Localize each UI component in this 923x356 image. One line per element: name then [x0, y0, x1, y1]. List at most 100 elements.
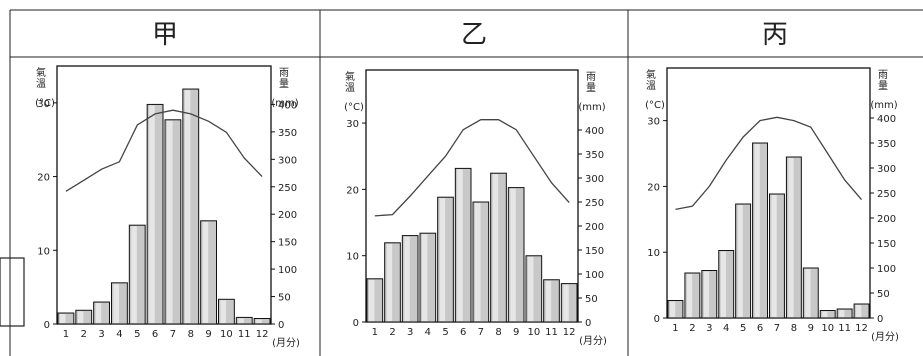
month-label: 12 — [256, 329, 269, 340]
left-axis-title: 氣溫 — [36, 66, 46, 90]
right-axis-title: 雨量 — [586, 72, 596, 94]
month-label: 2 — [389, 327, 395, 338]
precip-bar-highlight — [720, 251, 726, 317]
right-tick-label: 400 — [278, 100, 297, 111]
charts-layer: 0102030050100150200250300350400氣溫(°C)雨量(… — [35, 65, 899, 349]
precip-bar-highlight — [788, 158, 794, 317]
left-tick-label: 30 — [346, 119, 359, 130]
left-axis-unit: (°C) — [344, 102, 364, 113]
month-label: 7 — [774, 323, 780, 334]
chart-2: 0102030050100150200250300350400氣溫(°C)雨量(… — [645, 67, 899, 343]
left-tick-label: 30 — [37, 99, 50, 110]
month-label: 2 — [81, 329, 87, 340]
precip-bar-highlight — [386, 243, 393, 321]
temperature-line — [374, 119, 570, 217]
precip-bar — [836, 308, 853, 319]
precip-bar-highlight — [238, 318, 244, 323]
month-label: 5 — [442, 327, 448, 338]
table-grid — [9, 9, 923, 356]
right-tick-label: 200 — [585, 222, 604, 233]
precip-bar-highlight — [563, 284, 569, 321]
left-axis-unit: (°C) — [645, 100, 665, 111]
precip-bar-highlight — [510, 188, 516, 321]
right-tick-label: 0 — [278, 320, 284, 331]
precip-bar-highlight — [60, 314, 66, 323]
precip-bar-highlight — [422, 234, 428, 321]
right-axis-unit: (mm) — [271, 98, 298, 109]
column-header-jia: 甲 — [152, 20, 178, 50]
temperature-line — [65, 109, 263, 192]
chart-1: 0102030050100150200250300350400氣溫(°C)雨量(… — [344, 69, 607, 347]
month-label: 8 — [495, 327, 501, 338]
month-label: 3 — [407, 327, 413, 338]
right-tick-label: 250 — [585, 198, 604, 209]
month-label: 9 — [205, 329, 211, 340]
right-tick-label: 0 — [585, 318, 591, 329]
left-axis-title: 氣溫 — [646, 68, 656, 92]
month-label: 9 — [808, 323, 814, 334]
precip-bar-highlight — [703, 271, 710, 317]
chart-frame — [365, 69, 579, 323]
precip-bar-highlight — [439, 198, 446, 321]
right-tick-label: 250 — [877, 189, 896, 200]
right-axis-title-char: 雨 — [878, 70, 888, 81]
precip-bar-highlight — [754, 144, 760, 317]
precip-bar-highlight — [256, 319, 262, 323]
right-tick-label: 150 — [585, 246, 604, 257]
month-label: 4 — [425, 327, 431, 338]
precip-bar-highlight — [805, 269, 811, 317]
month-label: 5 — [134, 329, 140, 340]
x-axis-unit: (月分) — [272, 337, 300, 349]
right-axis-title-char: 雨 — [586, 72, 596, 83]
answer-box — [0, 257, 25, 327]
right-tick-label: 50 — [877, 289, 890, 300]
precip-bar-highlight — [113, 283, 120, 323]
precip-bar-highlight — [528, 256, 534, 321]
month-label: 11 — [238, 329, 251, 340]
month-label: 9 — [513, 327, 519, 338]
right-tick-label: 200 — [278, 210, 297, 221]
precip-bar-highlight — [686, 274, 693, 317]
right-tick-label: 400 — [585, 126, 604, 137]
right-tick-label: 300 — [585, 174, 604, 185]
month-label: 8 — [791, 323, 797, 334]
precip-bar-highlight — [77, 311, 84, 323]
precip-bar-highlight — [492, 174, 499, 321]
month-label: 5 — [740, 323, 746, 334]
left-axis-title: 氣溫 — [345, 70, 355, 94]
left-tick-label: 0 — [44, 320, 50, 331]
column-header-yi: 乙 — [461, 20, 487, 50]
x-axis-unit: (月分) — [579, 335, 607, 347]
month-label: 10 — [527, 327, 540, 338]
left-tick-label: 20 — [37, 173, 50, 184]
precip-bar — [253, 318, 271, 325]
x-axis-unit: (月分) — [871, 331, 899, 343]
right-axis-title-char: 量 — [279, 78, 289, 90]
temperature-line — [675, 116, 862, 211]
precip-bar-highlight — [822, 311, 828, 317]
right-axis-title-char: 量 — [586, 82, 596, 94]
right-tick-label: 300 — [877, 164, 896, 175]
left-axis-title-char: 氣 — [646, 68, 656, 81]
month-label: 3 — [706, 323, 712, 334]
month-label: 6 — [152, 329, 158, 340]
right-tick-label: 350 — [877, 139, 896, 150]
column-header-bing: 丙 — [762, 20, 788, 50]
precip-bar-highlight — [457, 169, 463, 321]
left-tick-label: 0 — [654, 314, 660, 325]
month-label: 6 — [757, 323, 763, 334]
left-tick-label: 10 — [346, 252, 359, 263]
left-axis-title-char: 溫 — [36, 78, 46, 90]
precip-bar-highlight — [167, 120, 173, 323]
right-tick-label: 400 — [877, 114, 896, 125]
right-tick-label: 50 — [278, 293, 291, 304]
precip-bar-highlight — [545, 280, 552, 321]
right-tick-label: 350 — [278, 128, 297, 139]
month-label: 2 — [689, 323, 695, 334]
precip-bar-highlight — [369, 279, 375, 321]
precip-bar — [235, 316, 253, 325]
precip-bar-highlight — [475, 203, 481, 321]
right-tick-label: 150 — [278, 238, 297, 249]
left-axis-unit: (°C) — [35, 98, 55, 109]
